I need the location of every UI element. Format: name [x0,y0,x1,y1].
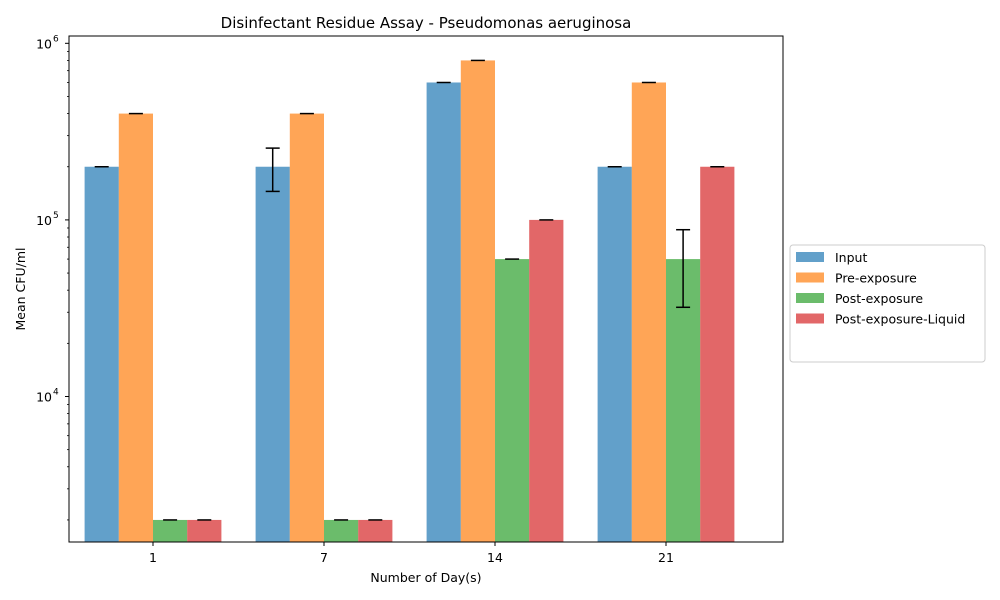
bar-post-exposure-day-14 [495,259,530,542]
bar-post-exposure-liquid-day-7 [358,519,393,542]
bar-post-exposure-liquid-day-21 [700,166,735,543]
error-bar [265,147,280,193]
error-bar [676,228,691,309]
legend-swatch [796,313,824,324]
x-tick-label: 14 [487,550,503,565]
x-axis-ticks: 1 7 14 21 [149,542,674,565]
y-axis-label: Mean CFU/ml [13,248,28,331]
y-tick-label-exponent: 6 [53,34,59,44]
legend-swatch [796,252,824,262]
legend-swatch [796,272,824,283]
x-tick-label: 1 [149,550,157,565]
bar-input-day-21 [597,166,632,543]
legend-swatch [796,293,824,303]
bar-post-exposure-day-7 [324,519,359,542]
chart-title: Disinfectant Residue Assay - Pseudomonas… [221,14,632,32]
bar-post-exposure-liquid-day-14 [529,219,564,542]
y-tick-label-exponent: 5 [53,211,59,221]
y-tick-label-exponent: 4 [53,388,59,398]
plot-area-frame [68,35,784,543]
x-axis-label: Number of Day(s) [370,570,481,585]
bar-pre-exposure-day-7 [289,113,324,542]
bar-input-day-7 [255,166,290,543]
y-tick-label: 10 [36,390,52,405]
legend-label: Input [835,250,867,265]
bar-input-day-1 [84,166,119,543]
bar-input-day-14 [426,82,461,543]
x-tick-label: 21 [658,550,674,565]
legend: Input Pre-exposure Post-exposure Post-expos… [789,244,986,363]
bar-pre-exposure-day-21 [631,82,666,543]
bar-post-exposure-day-1 [153,519,188,542]
legend-label: Post-exposure-Liquid [835,312,965,327]
y-tick-label: 10 [36,36,52,51]
bar-post-exposure-liquid-day-1 [187,519,222,542]
y-tick-label: 10 [36,213,52,228]
legend-label: Post-exposure [835,291,923,306]
bar-pre-exposure-day-1 [118,113,153,542]
legend-label: Pre-exposure [835,271,917,286]
error-bars-group [94,59,725,521]
bars-group [84,60,735,543]
bar-pre-exposure-day-14 [460,60,495,542]
x-tick-label: 7 [320,550,328,565]
legend-frame [789,244,986,363]
